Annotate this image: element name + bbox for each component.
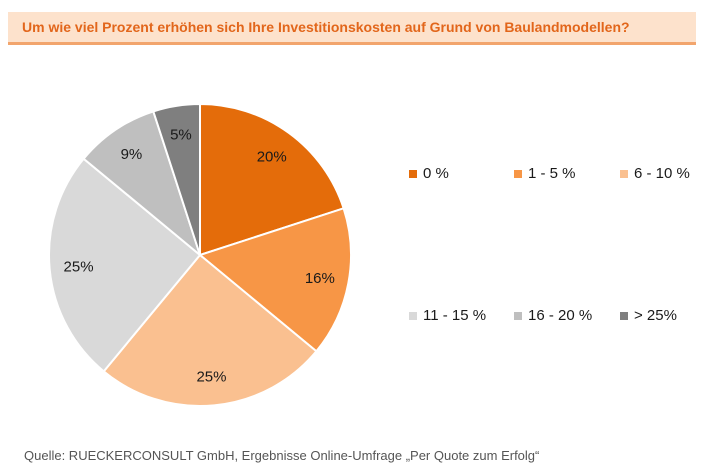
slice-data-label: 25% bbox=[196, 368, 226, 385]
source-note: Quelle: RUECKERCONSULT GmbH, Ergebnisse … bbox=[24, 448, 540, 463]
legend-swatch bbox=[620, 169, 628, 178]
legend-item: 0 % bbox=[409, 165, 449, 182]
legend-swatch bbox=[514, 169, 522, 178]
slice-data-label: 9% bbox=[121, 146, 143, 163]
pie-slice-1 bbox=[199, 102, 345, 257]
pie-slice-6 bbox=[152, 102, 201, 256]
legend-item: 16 - 20 % bbox=[514, 307, 592, 324]
slice-data-label: 25% bbox=[64, 258, 94, 275]
pie-slice-2 bbox=[197, 207, 352, 353]
legend-label: 6 - 10 % bbox=[634, 165, 690, 182]
legend-label: 16 - 20 % bbox=[528, 307, 593, 324]
slice-data-label: 16% bbox=[305, 270, 335, 287]
legend-label: 1 - 5 % bbox=[528, 165, 576, 182]
legend-label: 11 - 15 % bbox=[423, 307, 487, 324]
title-bar: Um wie viel Prozent erhöhen sich Ihre In… bbox=[8, 12, 696, 45]
legend-label: 0 % bbox=[423, 165, 449, 182]
legend-item: > 25% bbox=[620, 307, 677, 324]
pie-slice-4 bbox=[48, 157, 202, 373]
legend-item: 6 - 10 % bbox=[620, 165, 690, 182]
slice-data-label: 5% bbox=[170, 127, 192, 144]
legend-swatch bbox=[409, 311, 417, 320]
legend-swatch bbox=[514, 311, 522, 320]
pie-slice-5 bbox=[82, 110, 203, 258]
legend-item: 11 - 15 % bbox=[409, 307, 486, 324]
pie-slice-3 bbox=[102, 253, 318, 407]
legend-label: > 25% bbox=[634, 307, 677, 324]
legend-swatch bbox=[409, 169, 417, 178]
legend-swatch bbox=[620, 311, 628, 320]
slice-data-label: 20% bbox=[257, 148, 287, 165]
chart-title: Um wie viel Prozent erhöhen sich Ihre In… bbox=[22, 19, 630, 35]
legend-item: 1 - 5 % bbox=[514, 165, 576, 182]
